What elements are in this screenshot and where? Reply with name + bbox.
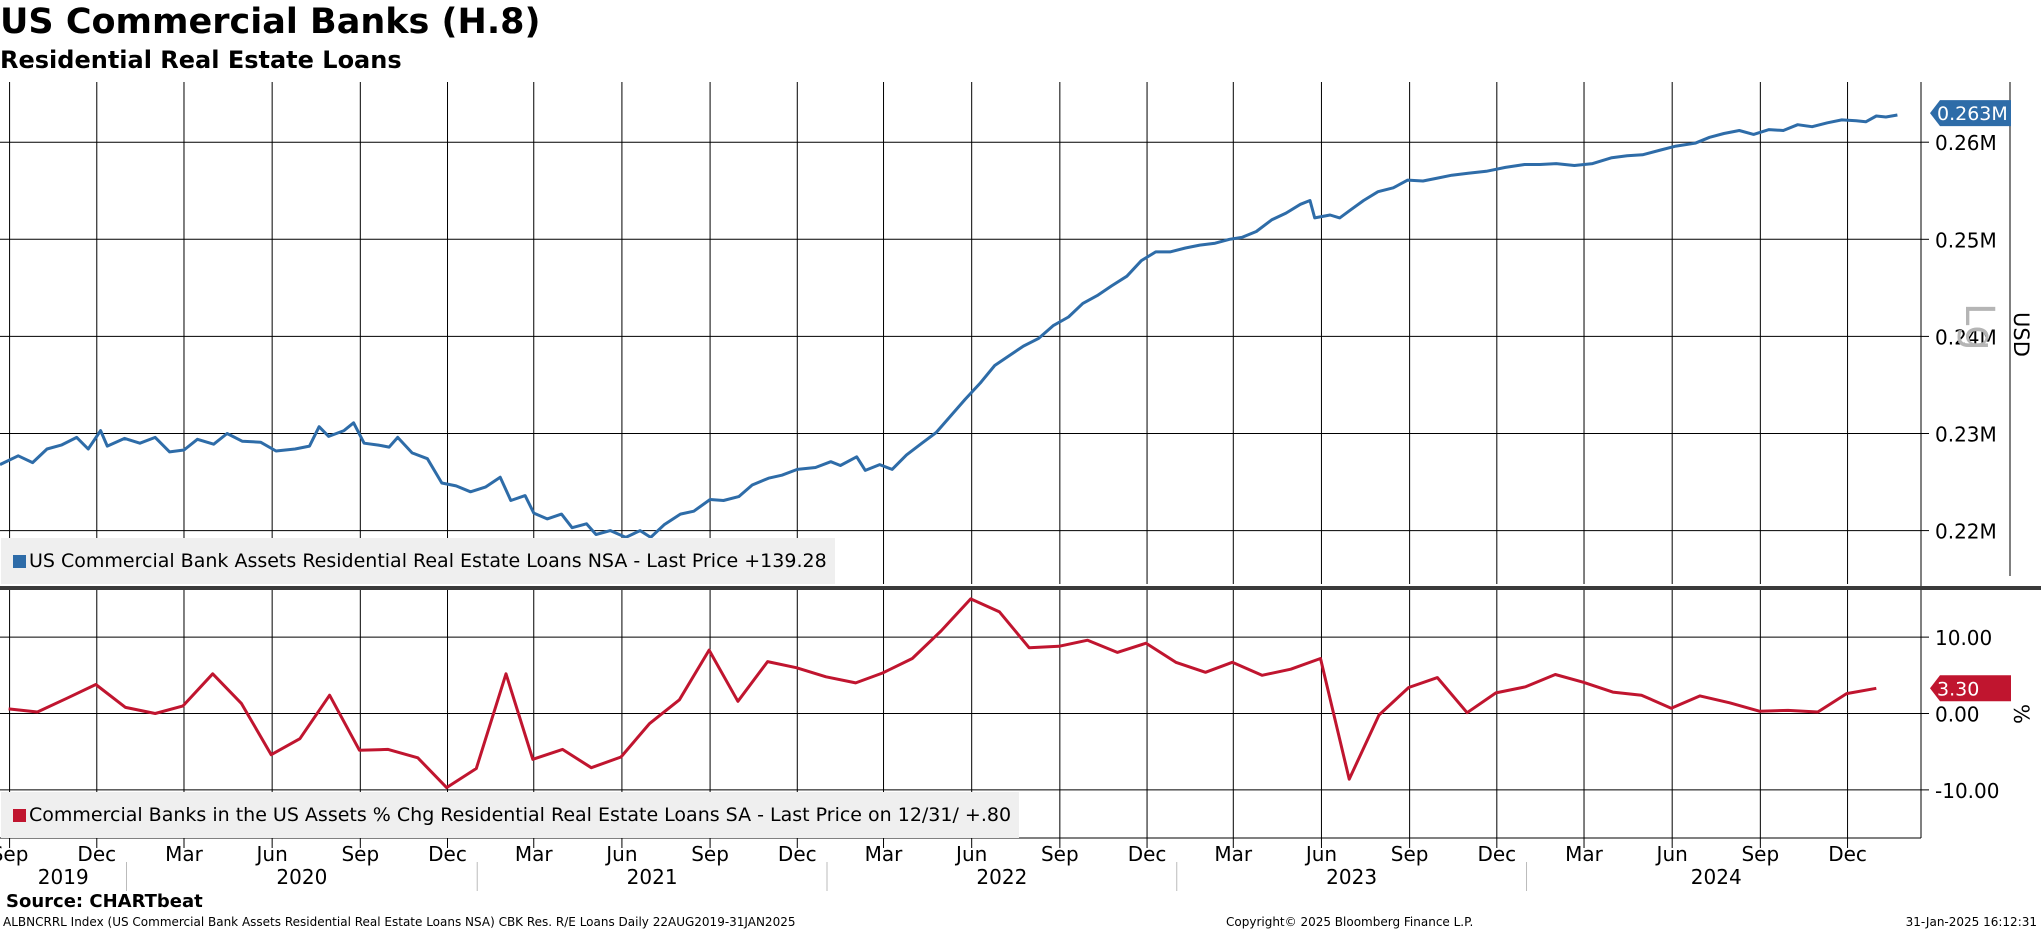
x-month-label: Sep [341,842,379,866]
x-month-label: Sep [1741,842,1779,866]
y-tick-label-top: 0.25M [1935,228,1997,252]
grid-lines [0,82,1921,838]
x-month-label: Sep [1041,842,1079,866]
timestamp: 31-Jan-2025 16:12:31 [1905,915,2037,929]
y-tick-label-top: 0.26M [1935,131,1997,155]
x-year-label: 2020 [276,865,327,889]
last-value-tag-bottom-text: 3.30 [1937,678,1979,700]
x-month-label: Sep [691,842,729,866]
series-pct-change-line [8,597,1877,790]
x-month-label: Dec [1477,842,1516,866]
y-tick-label-bottom: -10.00 [1935,779,1999,803]
legend-top-text: US Commercial Bank Assets Residential Re… [29,550,827,572]
chart-title: US Commercial Banks (H.8) [0,2,541,42]
y-tick-label-top: 0.23M [1935,422,1997,446]
panel-divider [0,586,2041,590]
y-axis-label-pct: % [2009,704,2033,724]
y-tick-label-top: 0.24M [1935,325,1997,349]
x-month-label: Dec [1828,842,1867,866]
y-tick-label-bottom: 10.00 [1935,626,1992,650]
x-month-label: Jun [1304,842,1337,866]
legend-bottom: Commercial Banks in the US Assets % Chg … [1,792,1020,838]
legend-swatch-blue [13,555,26,568]
log-scale-label: Lg [1956,303,2002,351]
source-label: Source: CHARTbeat [6,891,203,912]
legend-top: US Commercial Bank Assets Residential Re… [1,538,835,584]
axes: Sep Dec Mar Jun Sep Dec Mar Jun Sep Dec Mar Jun Sep D… [0,82,2041,891]
x-month-label: Jun [255,842,288,866]
x-month-label: Dec [77,842,116,866]
x-month-label: Mar [865,842,904,866]
series-lines [0,113,1898,790]
x-year-label: 2021 [627,865,678,889]
x-month-label: Jun [1655,842,1688,866]
last-value-tag-top-text: 0.263M [1937,103,2008,125]
x-year-label: 2022 [976,865,1027,889]
x-year-label: 2023 [1326,865,1377,889]
last-value-tag-top [1930,100,2011,127]
legend-swatch-red [13,809,26,822]
x-month-label: Dec [1128,842,1167,866]
x-month-label: Mar [515,842,554,866]
x-month-label: Mar [1214,842,1253,866]
legend-bottom-text: Commercial Banks in the US Assets % Chg … [29,804,1012,826]
x-month-label: Jun [954,842,987,866]
series-loans-line [0,113,1898,539]
y-tick-label-top: 0.22M [1935,520,1997,544]
ticker-info: ALBNCRRL Index (US Commercial Bank Asset… [3,915,796,929]
x-month-label: Mar [1565,842,1604,866]
y-axis-label-usd: USD [2009,312,2033,357]
x-month-label: Sep [1391,842,1429,866]
x-month-label: Jun [604,842,637,866]
chart-subtitle: Residential Real Estate Loans [0,46,402,74]
x-month-label: Dec [778,842,817,866]
y-tick-label-bottom: 0.00 [1935,703,1980,727]
x-year-label: 2019 [38,865,89,889]
x-month-label: Dec [428,842,467,866]
last-value-tag-bottom [1930,675,2011,702]
x-month-label: Mar [165,842,204,866]
x-month-label: Sep [0,842,28,866]
copyright: Copyright© 2025 Bloomberg Finance L.P. [1226,915,1474,929]
x-year-label: 2024 [1691,865,1742,889]
